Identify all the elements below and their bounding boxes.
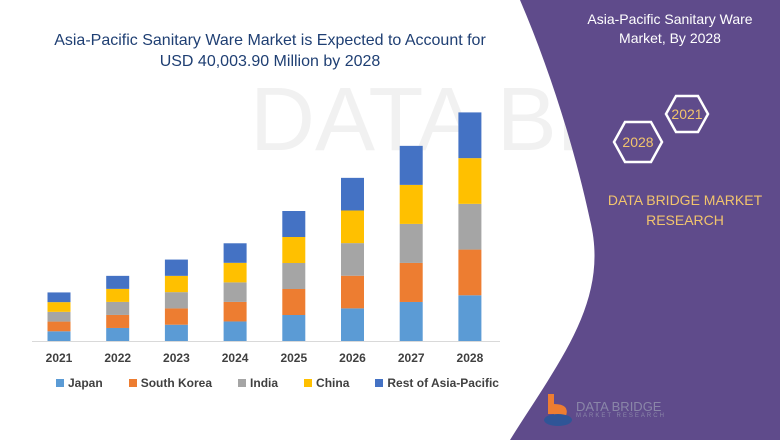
legend-item: India	[238, 376, 278, 390]
legend-swatch	[375, 379, 384, 387]
side-panel	[510, 0, 780, 440]
hex-label-2028: 2028	[622, 134, 654, 150]
hex-label-2021: 2021	[671, 106, 703, 122]
brand-line-1: DATA BRIDGE MARKET	[607, 192, 763, 208]
legend-label: South Korea	[140, 376, 213, 390]
x-tick-label: 2021	[46, 351, 73, 365]
bar-segment-2026-south-korea	[341, 275, 364, 309]
bar-chart: 2021 2022 2023 2024 2025 2026 2027 2028	[32, 112, 500, 365]
bar-segment-2025-india	[282, 263, 306, 289]
legend-item: China	[304, 376, 349, 390]
bar-segment-2022-rest-of-asia-pacific	[106, 275, 130, 289]
x-tick-label: 2024	[222, 351, 249, 365]
bar-segment-2025-china	[282, 237, 306, 263]
legend-swatch	[238, 379, 247, 387]
bar-segment-2028-india	[458, 203, 482, 250]
bar-segment-2026-india	[341, 243, 364, 276]
title-line-2: USD 40,003.90 Million by 2028	[159, 53, 381, 70]
logo: DATA BRIDGE MARKET RESEARCH	[540, 392, 666, 428]
bar-segment-2021-india	[47, 311, 71, 322]
legend-swatch	[128, 379, 137, 387]
bar-segment-2021-china	[47, 302, 71, 312]
legend-item: South Korea	[128, 376, 213, 390]
bar-segment-2023-south-korea	[164, 308, 188, 325]
panel-title-line-2: Market, By 2028	[619, 30, 721, 46]
bar-segment-2026-china	[341, 210, 364, 244]
bar-segment-2023-rest-of-asia-pacific	[164, 259, 188, 276]
bar-segment-2024-china	[223, 262, 247, 283]
bar-segment-2022-south-korea	[106, 314, 130, 328]
bar-segment-2024-india	[223, 282, 247, 302]
logo-text: DATA BRIDGE	[576, 399, 662, 414]
bar-segment-2028-china	[458, 158, 482, 204]
bar-segment-2026-japan	[341, 308, 364, 341]
legend-swatch	[304, 379, 313, 387]
bar-segment-2027-india	[399, 223, 423, 263]
bar-segment-2021-south-korea	[47, 321, 71, 332]
legend: Japan South Korea India China Rest of Asia-P…	[56, 376, 525, 390]
bar-segment-2022-china	[106, 288, 130, 302]
title-line-1: Asia-Pacific Sanitary Ware Market is Exp…	[54, 32, 486, 49]
brand-line-2: RESEARCH	[646, 212, 724, 228]
bar-segment-2023-japan	[164, 324, 188, 341]
logo-icon	[544, 394, 572, 426]
bar-segment-2022-japan	[106, 327, 130, 341]
bar-segment-2023-china	[164, 275, 188, 293]
legend-label: Japan	[68, 376, 103, 390]
bar-segment-2024-south-korea	[223, 301, 247, 322]
bar-segment-2024-rest-of-asia-pacific	[223, 243, 247, 263]
x-tick-label: 2027	[398, 351, 425, 365]
bar-segment-2027-rest-of-asia-pacific	[399, 145, 423, 185]
bar-segment-2022-india	[106, 301, 130, 315]
hexagon-2028	[612, 120, 664, 164]
x-tick-label: 2026	[339, 351, 366, 365]
panel-title: Asia-Pacific Sanitary Ware Market, By 20…	[560, 10, 780, 48]
legend-swatch	[56, 379, 64, 387]
legend-label: India	[250, 376, 279, 390]
bar-segment-2028-rest-of-asia-pacific	[458, 112, 482, 159]
legend-label: Rest of Asia-Pacific	[387, 376, 499, 390]
bar-segment-2028-south-korea	[458, 249, 482, 296]
bar-segment-2027-south-korea	[399, 262, 423, 302]
legend-label: China	[316, 376, 350, 390]
hexagon-2021	[664, 94, 710, 134]
bar-segment-2027-japan	[399, 301, 423, 341]
bar-segment-2028-japan	[458, 295, 482, 341]
logo-subtext: MARKET RESEARCH	[576, 413, 666, 419]
bar-segment-2025-japan	[282, 315, 306, 341]
x-tick-label: 2028	[457, 351, 484, 365]
bar-segment-2025-rest-of-asia-pacific	[282, 211, 306, 237]
bar-segment-2026-rest-of-asia-pacific	[341, 177, 364, 211]
bar-segment-2021-rest-of-asia-pacific	[47, 292, 71, 303]
bar-segment-2021-japan	[47, 331, 71, 341]
bar-segment-2023-india	[164, 292, 188, 309]
x-tick-label: 2023	[163, 351, 190, 365]
bar-segment-2027-china	[399, 184, 423, 224]
panel-title-line-1: Asia-Pacific Sanitary Ware	[587, 11, 753, 27]
x-tick-label: 2022	[104, 351, 131, 365]
bar-segment-2025-south-korea	[282, 289, 306, 315]
brand-text: DATA BRIDGE MARKET RESEARCH	[590, 190, 780, 230]
legend-item: Japan	[56, 376, 103, 390]
chart-title: Asia-Pacific Sanitary Ware Market is Exp…	[40, 30, 500, 72]
x-tick-label: 2025	[280, 351, 307, 365]
bar-segment-2024-japan	[223, 321, 247, 341]
legend-item: Rest of Asia-Pacific	[375, 376, 499, 390]
